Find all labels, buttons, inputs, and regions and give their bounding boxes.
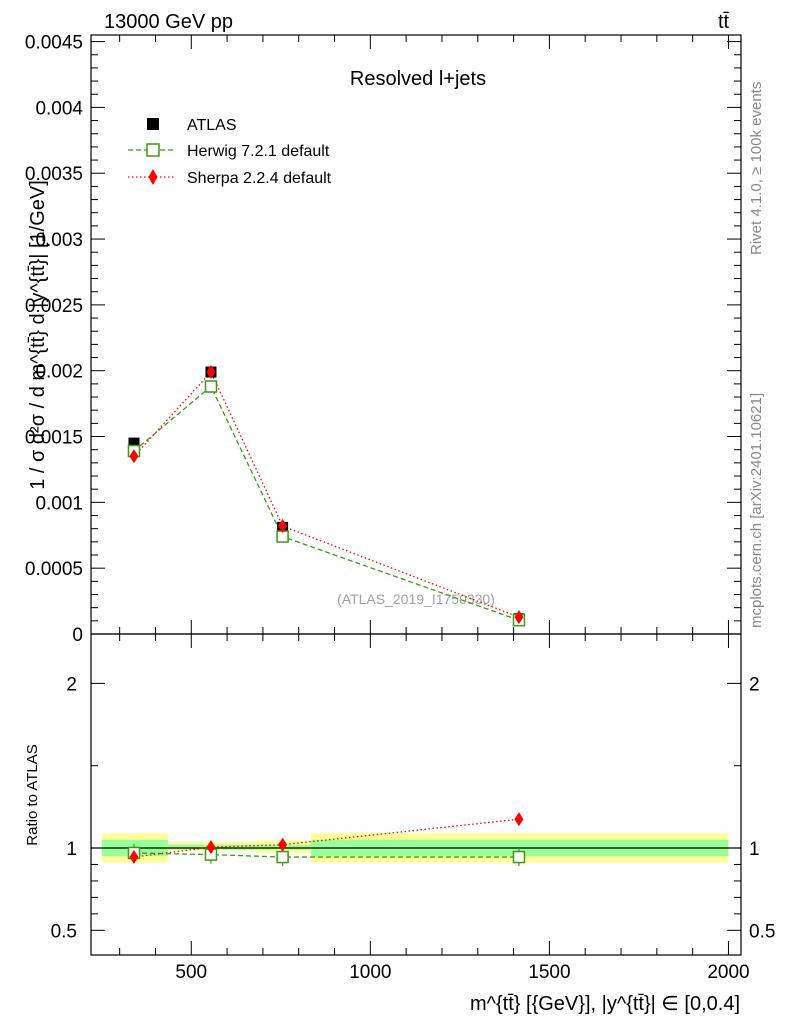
sherpa-point — [278, 519, 288, 534]
ratio-y-tick-label: 0.5 — [51, 921, 77, 942]
header-process-label: tt̄ — [718, 11, 730, 33]
main-y-tick-label: 0.0015 — [25, 428, 83, 449]
ratio-y-tick-label: 2 — [66, 674, 77, 695]
rivet-version-label: Rivet 4.1.0, ≥ 100k events — [748, 82, 765, 255]
atlas-data-point — [128, 437, 140, 449]
ratio-y-tick-label: 1 — [66, 839, 77, 860]
x-tick-label: 2000 — [707, 962, 749, 983]
x-tick-label: 1000 — [349, 962, 391, 983]
main-y-tick-label: 0.0025 — [25, 296, 83, 317]
mcplots-source-label: mcplots.cern.ch [arXiv:2401.10621] — [748, 393, 765, 628]
legend-label-sherpa: Sherpa 2.2.4 default — [187, 170, 332, 187]
ratio-y-tick-label-right: 1 — [749, 839, 760, 860]
main-y-tick-label: 0 — [72, 625, 83, 646]
sherpa-ratio-point — [129, 850, 139, 865]
herwig-point — [204, 380, 218, 393]
main-plot-title: Resolved l+jets — [350, 68, 486, 90]
herwig-ratio-point — [512, 850, 526, 864]
main-y-tick-label: 0.0035 — [25, 164, 83, 185]
ratio-plot-panel: 0.5 0.5 1 1 2 2 500 1000 1500 2000 Ratio to ATLA… — [24, 35, 775, 1015]
main-y-tick-label: 0.0045 — [25, 33, 83, 54]
series-line-1 — [133, 385, 520, 621]
series-line-2 — [133, 370, 520, 618]
ratio-series-line-1 — [133, 818, 520, 858]
main-y-tick-label: 0.0005 — [25, 559, 83, 580]
legend-label-atlas: ATLAS — [187, 117, 237, 134]
legend-marker-herwig — [146, 143, 160, 157]
ratio-y-axis-label: Ratio to ATLAS — [24, 744, 41, 845]
ratio-plot-frame — [90, 633, 742, 956]
herwig-ratio-point — [276, 850, 289, 864]
sherpa-point — [514, 610, 524, 625]
main-y-tick-label: 0.002 — [35, 362, 83, 383]
sherpa-point — [206, 365, 216, 380]
ratio-series-line-0 — [133, 852, 519, 858]
main-y-tick-label: 0.004 — [35, 98, 83, 119]
legend-marker-atlas — [147, 118, 159, 130]
x-tick-label: 1500 — [528, 962, 570, 983]
sherpa-ratio-point — [278, 837, 288, 852]
legend-label-herwig: Herwig 7.2.1 default — [187, 143, 330, 160]
x-tick-label: 500 — [175, 962, 207, 983]
ratio-y-tick-label-right: 2 — [749, 674, 760, 695]
legend: ATLAS Herwig 7.2.1 default Sherpa 2.2.4 … — [128, 117, 332, 187]
x-axis-label: m^{tt̄} [{GeV}], |y^{tt̄}| ∈ [0,0.4] — [470, 993, 740, 1015]
analysis-watermark: (ATLAS_2019_I1750330) — [337, 591, 495, 607]
main-y-tick-label: 0.001 — [35, 493, 83, 514]
header-energy-label: 13000 GeV pp — [104, 11, 233, 33]
main-y-tick-label: 0.003 — [35, 230, 83, 251]
sherpa-ratio-point — [206, 840, 216, 855]
main-plot-panel: Resolved l+jets (ATLAS_2019_I1750330) 1 … — [25, 33, 742, 646]
sherpa-ratio-point — [514, 812, 524, 827]
sherpa-point — [129, 449, 139, 464]
main-y-axis-label: 1 / σ d²σ / d m^{tt̄} d |y^{tt̄}| [1/GeV… — [27, 180, 49, 490]
legend-marker-sherpa — [148, 169, 158, 185]
ratio-y-tick-label-right: 0.5 — [749, 921, 775, 942]
